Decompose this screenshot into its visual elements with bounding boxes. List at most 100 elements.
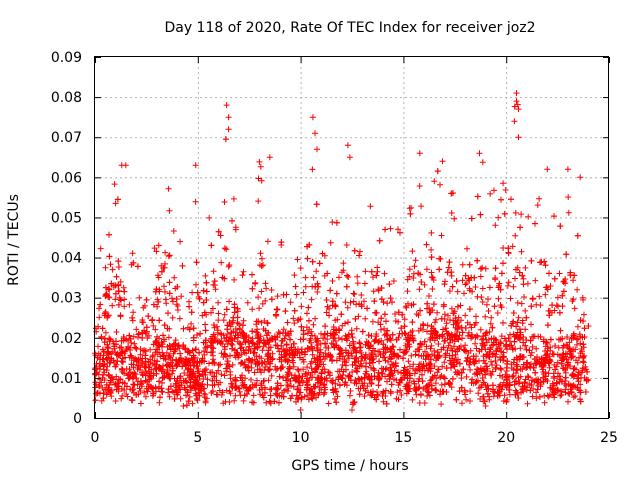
- data-point: [248, 364, 255, 371]
- data-point: [394, 389, 401, 396]
- data-point: [449, 361, 456, 368]
- data-point: [346, 342, 353, 349]
- data-point: [110, 376, 117, 383]
- data-point: [417, 307, 424, 314]
- data-point: [303, 324, 310, 331]
- data-point: [109, 266, 116, 273]
- data-point: [177, 386, 184, 393]
- data-point: [467, 388, 474, 395]
- data-point: [508, 342, 515, 349]
- data-point: [500, 245, 507, 251]
- data-point: [447, 357, 454, 364]
- data-point: [455, 336, 462, 343]
- data-point: [522, 326, 529, 333]
- data-point: [158, 385, 165, 392]
- data-point: [511, 381, 518, 388]
- data-point: [492, 358, 499, 364]
- data-point: [528, 321, 534, 328]
- data-point: [106, 335, 113, 342]
- data-point: [203, 279, 210, 286]
- data-point: [269, 350, 276, 357]
- data-point: [232, 376, 238, 383]
- data-point: [473, 345, 480, 352]
- data-point: [523, 314, 530, 321]
- data-point: [514, 363, 521, 370]
- data-point: [324, 336, 331, 343]
- data-point: [212, 334, 219, 340]
- data-point: [565, 398, 571, 405]
- data-point: [542, 291, 549, 298]
- data-point: [309, 388, 316, 395]
- data-point: [151, 245, 158, 252]
- data-point: [203, 366, 209, 373]
- data-point: [335, 376, 342, 383]
- data-point: [160, 265, 167, 271]
- data-point: [563, 251, 570, 258]
- data-point: [144, 388, 151, 395]
- data-point: [280, 291, 287, 298]
- data-point: [278, 364, 285, 371]
- data-point: [480, 357, 487, 364]
- data-point: [256, 387, 263, 393]
- data-point: [528, 303, 535, 310]
- data-point: [214, 329, 221, 336]
- data-point: [193, 346, 199, 353]
- data-point: [560, 351, 567, 358]
- data-point: [444, 269, 451, 276]
- data-point: [433, 332, 440, 339]
- data-point: [324, 303, 331, 310]
- data-point: [441, 381, 448, 388]
- data-point: [248, 376, 254, 383]
- data-point: [343, 283, 350, 290]
- data-point: [406, 379, 413, 386]
- data-point: [293, 398, 299, 405]
- data-point: [498, 366, 505, 373]
- data-point: [547, 336, 554, 343]
- data-point: [231, 301, 238, 308]
- data-point: [518, 211, 525, 218]
- data-point: [513, 389, 520, 396]
- data-point: [291, 375, 298, 382]
- data-point: [456, 332, 463, 339]
- data-point: [105, 371, 112, 378]
- data-point: [250, 350, 257, 356]
- data-point: [401, 323, 408, 330]
- data-point: [315, 283, 322, 290]
- data-point: [432, 380, 439, 387]
- data-point: [199, 312, 206, 319]
- data-point: [224, 358, 231, 365]
- data-point: [260, 378, 267, 385]
- data-point: [431, 363, 438, 370]
- data-point: [423, 387, 429, 393]
- data-point: [478, 384, 484, 391]
- data-point: [386, 371, 393, 378]
- data-point: [298, 323, 305, 330]
- data-point: [99, 346, 106, 353]
- data-point: [124, 393, 131, 400]
- data-point: [357, 248, 363, 255]
- data-point: [357, 340, 363, 347]
- data-point: [467, 347, 474, 354]
- data-point: [313, 268, 320, 275]
- data-point: [143, 296, 150, 303]
- data-point: [524, 400, 531, 407]
- data-point: [513, 266, 519, 273]
- data-point: [395, 353, 402, 360]
- data-point: [483, 301, 490, 308]
- data-point: [486, 393, 493, 400]
- data-point: [533, 345, 540, 352]
- data-point: [155, 298, 162, 305]
- data-point: [477, 273, 484, 280]
- data-point: [405, 358, 412, 365]
- data-point: [431, 372, 438, 379]
- data-point: [339, 353, 346, 360]
- data-point: [508, 322, 515, 329]
- data-point: [569, 298, 576, 304]
- data-point: [329, 357, 336, 363]
- data-point: [346, 372, 353, 379]
- data-point: [365, 339, 372, 346]
- data-point: [252, 279, 259, 286]
- data-point: [527, 352, 534, 359]
- data-point: [177, 238, 184, 245]
- data-point: [354, 273, 361, 280]
